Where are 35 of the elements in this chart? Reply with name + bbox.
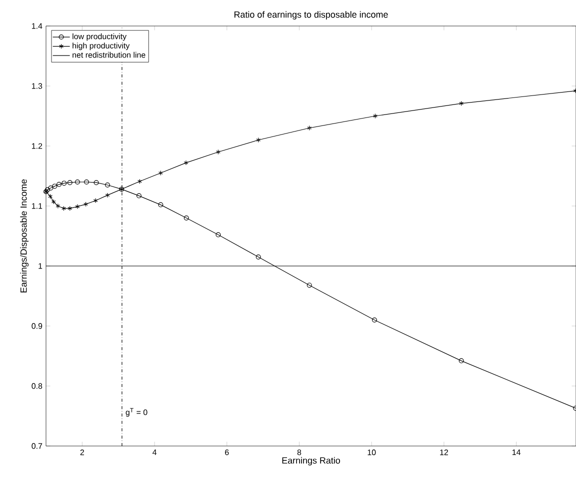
point	[75, 204, 80, 210]
point	[84, 202, 88, 207]
point	[373, 114, 378, 118]
point	[458, 358, 464, 364]
point	[216, 150, 220, 154]
point	[84, 180, 90, 184]
point	[256, 138, 261, 142]
point	[372, 318, 377, 322]
point	[138, 178, 142, 184]
point	[256, 254, 261, 260]
point	[216, 232, 221, 238]
point	[158, 202, 164, 208]
point	[136, 193, 142, 198]
point	[56, 204, 60, 208]
point	[307, 126, 312, 130]
point	[306, 282, 312, 288]
point	[94, 180, 99, 186]
point	[56, 182, 62, 187]
point	[184, 160, 188, 166]
point	[93, 198, 98, 204]
point	[158, 170, 163, 176]
x-axis-title: Earnings Ratio	[282, 457, 340, 466]
point	[48, 186, 54, 190]
point	[105, 182, 110, 188]
y-axis-title: Earnings/Disposable Income	[20, 179, 29, 292]
point	[74, 180, 80, 184]
point	[62, 180, 67, 186]
point	[459, 100, 464, 106]
chart-title: Ratio of earnings to disposable income	[234, 11, 388, 20]
point	[52, 184, 58, 189]
point	[105, 192, 110, 198]
point	[68, 206, 72, 211]
point	[184, 216, 189, 220]
point	[67, 180, 72, 186]
point	[62, 206, 66, 211]
